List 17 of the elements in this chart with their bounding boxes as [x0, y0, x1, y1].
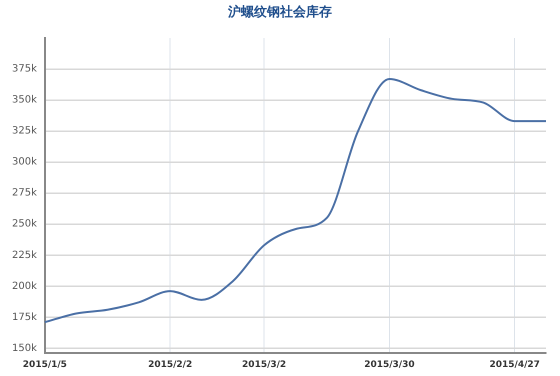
y-tick-label: 200k: [12, 280, 38, 292]
x-tick-label: 2015/1/5: [22, 360, 67, 370]
chart-title: 沪螺纹钢社会库存: [227, 4, 333, 22]
y-tick-label: 350k: [12, 94, 38, 106]
y-tick-label: 275k: [12, 188, 38, 199]
x-tick-label: 2015/4/27: [489, 360, 540, 370]
y-tick-label: 225k: [12, 250, 38, 261]
x-tick-label: 2015/3/30: [364, 360, 415, 370]
y-tick-label: 150k: [12, 342, 38, 354]
line-series: [44, 78, 547, 324]
y-tick-label: 300k: [12, 156, 38, 168]
y-tick-label: 175k: [12, 312, 38, 323]
x-tick-label: 2015/3/2: [242, 360, 286, 370]
y-tick-label: 250k: [12, 218, 38, 230]
y-tick-label: 375k: [12, 64, 38, 75]
y-tick-label: 325k: [12, 126, 38, 137]
x-tick-label: 2015/2/2: [148, 360, 192, 370]
